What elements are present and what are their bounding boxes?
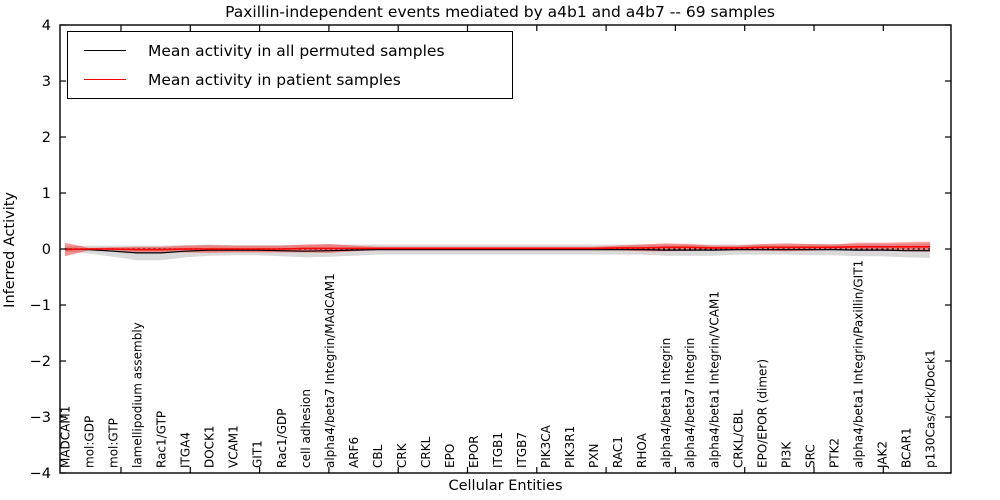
legend-box: Mean activity in all permuted samples Me…: [67, 31, 513, 99]
legend-line-sample-red: [84, 79, 126, 80]
x-category-label: BCAR1: [900, 427, 914, 468]
x-category-label: CRKL: [419, 436, 433, 468]
y-tick-label: −3: [30, 410, 51, 426]
y-tick-label: 2: [42, 130, 51, 146]
x-category-label: ITGB7: [515, 432, 529, 468]
x-category-label: MADCAM1: [59, 406, 73, 468]
x-axis-label: Cellular Entities: [448, 478, 563, 494]
x-category-label: Rac1/GTP: [155, 411, 169, 468]
y-tick-label: −2: [30, 354, 51, 370]
x-category-label: PTK2: [827, 438, 841, 468]
x-category-label: RHOA: [635, 432, 649, 468]
x-category-label: lamellipodium assembly: [131, 322, 145, 468]
y-tick-label: −1: [30, 298, 51, 314]
x-category-label: VCAM1: [227, 425, 241, 468]
x-category-label: alpha4/beta1 Integrin/VCAM1: [707, 291, 721, 468]
x-category-label: alpha4/beta7 Integrin/MAdCAM1: [323, 273, 337, 468]
x-category-label: RAC1: [611, 436, 625, 468]
x-category-label: CBL: [371, 444, 385, 468]
y-tick-label: 0: [42, 242, 51, 258]
x-category-label: PI3K: [779, 441, 793, 468]
y-tick-label: 3: [42, 74, 51, 90]
x-category-label: SRC: [803, 444, 817, 468]
legend-line-sample-black: [84, 50, 126, 51]
x-category-label: PIK3CA: [539, 424, 553, 468]
x-category-label: mol:GTP: [107, 418, 121, 468]
x-category-label: ITGA4: [179, 432, 193, 468]
x-category-label: CRK: [395, 442, 409, 468]
y-tick-label: 1: [42, 186, 51, 202]
x-category-label: ITGB1: [491, 432, 505, 468]
x-category-label: JAK2: [875, 441, 889, 469]
y-tick-label: −4: [30, 466, 51, 482]
permuted-mean-line: [64, 248, 930, 254]
x-category-label: GIT1: [251, 440, 265, 468]
x-category-label: alpha4/beta7 Integrin: [683, 338, 697, 468]
chart-title: Paxillin-independent events mediated by …: [225, 3, 775, 21]
x-category-label: mol:GDP: [83, 416, 97, 468]
x-category-label: EPO/EPOR (dimer): [755, 359, 769, 468]
patient-mean-line: [64, 246, 930, 251]
x-category-label: CRKL/CBL: [731, 409, 745, 468]
legend-entry-permuted: Mean activity in all permuted samples: [84, 42, 512, 60]
x-category-label: PXN: [587, 444, 601, 468]
y-tick-label: 4: [42, 18, 51, 34]
x-category-label: Rac1/GDP: [275, 409, 289, 468]
x-category-label: EPOR: [467, 435, 481, 468]
x-category-label: alpha4/beta1 Integrin: [659, 338, 673, 468]
legend-label-permuted: Mean activity in all permuted samples: [148, 41, 445, 60]
x-category-label: DOCK1: [203, 425, 217, 468]
x-category-label: EPO: [443, 444, 457, 468]
legend-entry-patient: Mean activity in patient samples: [84, 71, 512, 89]
x-category-label: PIK3R1: [563, 426, 577, 468]
legend-label-patient: Mean activity in patient samples: [148, 70, 401, 89]
x-category-label: p130Cas/Crk/Dock1: [924, 349, 938, 468]
x-category-label: cell adhesion: [299, 389, 313, 468]
x-category-label: alpha4/beta1 Integrin/Paxillin/GIT1: [851, 260, 865, 468]
x-category-label: ARF6: [347, 437, 361, 468]
